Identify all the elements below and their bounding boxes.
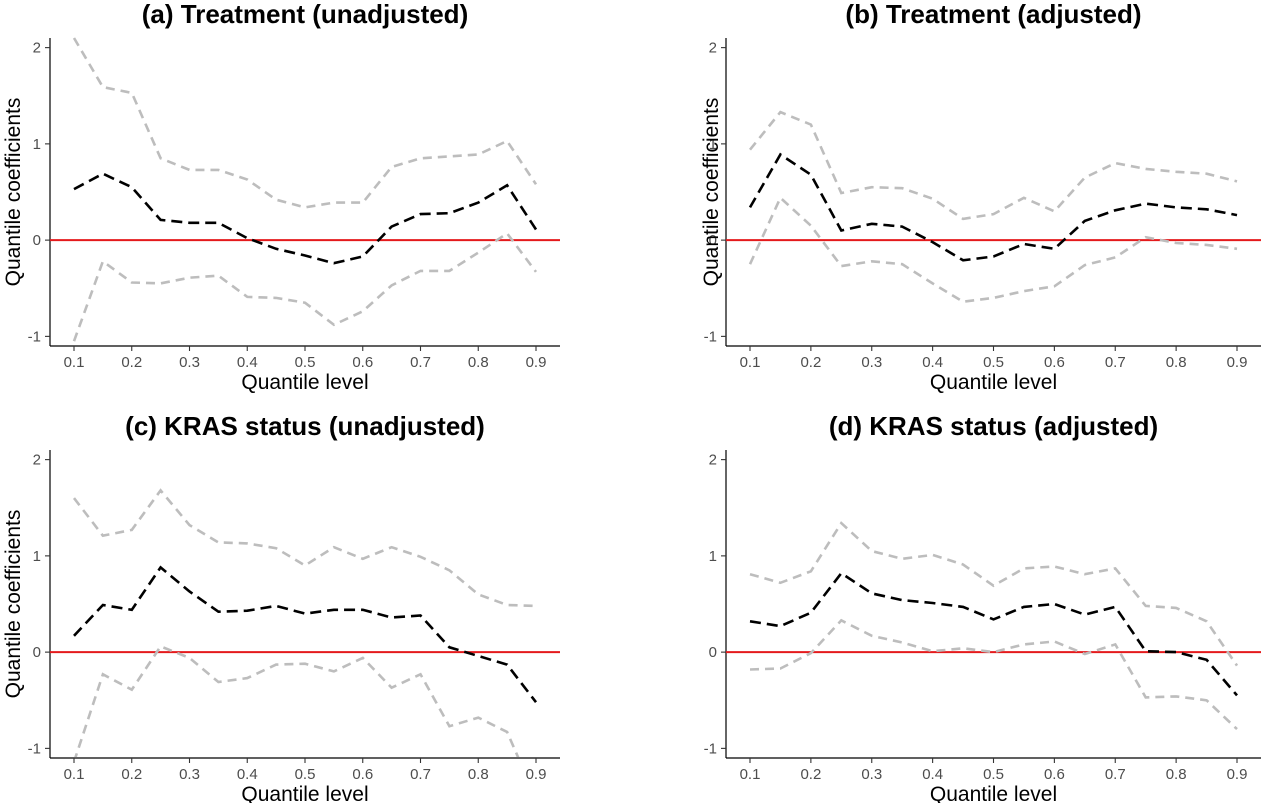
- x-tick-label: 0.2: [800, 354, 821, 371]
- y-tick-label: 2: [709, 452, 717, 469]
- x-tick-label: 0.6: [1044, 354, 1065, 371]
- x-tick-label: 0.5: [983, 766, 1004, 783]
- x-tick-label: 0.9: [1227, 354, 1248, 371]
- estimate-series-line: [73, 172, 538, 265]
- x-tick-label: 0.7: [1105, 354, 1126, 371]
- x-tick-label: 0.8: [468, 766, 489, 783]
- x-tick-label: 0.8: [1166, 766, 1187, 783]
- x-tick-label: 0.7: [1105, 766, 1126, 783]
- x-tick-label: 0.8: [1166, 354, 1187, 371]
- y-tick-label: 1: [709, 136, 717, 153]
- x-tick-label: 0.8: [468, 354, 489, 371]
- y-tick-label: 0: [33, 644, 41, 661]
- upper-band-line: [72, 488, 537, 608]
- x-tick-label: 0.1: [740, 354, 761, 371]
- y-tick-label: 2: [709, 40, 717, 57]
- x-tick-label: 0.3: [179, 766, 200, 783]
- y-tick-label: 1: [33, 136, 41, 153]
- x-tick-label: 0.6: [1044, 766, 1065, 783]
- x-tick-label: 0.1: [740, 766, 761, 783]
- chart-panel-c: (c) KRAS status (unadjusted) -1 0 1 2 0.1 0.2 0…: [2, 411, 560, 803]
- x-axis-title: Quantile level: [930, 371, 1057, 394]
- x-tick-label: 0.2: [121, 766, 142, 783]
- x-axis-title: Quantile level: [241, 371, 368, 394]
- y-tick-label: -1: [28, 740, 41, 757]
- x-tick-label: 0.5: [983, 354, 1004, 371]
- x-tick-label: 0.6: [352, 354, 373, 371]
- chart-panel-a: (a) Treatment (unadjusted) -1 0 1 2 0.1 0.2 0.3…: [2, 0, 560, 394]
- x-tick-label: 0.5: [295, 354, 316, 371]
- x-tick-label: 0.4: [237, 354, 258, 371]
- x-axis-title: Quantile level: [241, 783, 368, 803]
- x-axis-title: Quantile level: [930, 783, 1057, 803]
- upper-band-line: [748, 110, 1238, 221]
- chart-title: (c) KRAS status (unadjusted): [125, 411, 485, 441]
- y-tick-label: 1: [33, 548, 41, 565]
- estimate-series-line: [73, 565, 538, 703]
- estimate-series-line: [749, 571, 1238, 697]
- y-tick-label: -1: [704, 328, 717, 345]
- chart-title: (a) Treatment (unadjusted): [142, 0, 468, 29]
- x-tick-label: 0.4: [237, 766, 258, 783]
- x-tick-label: 0.9: [526, 766, 547, 783]
- x-tick-label: 0.2: [800, 766, 821, 783]
- chart-panel-d: (d) KRAS status (adjusted) -1 0 1 2 0.1 0.2 0.3…: [704, 411, 1261, 803]
- x-tick-label: 0.9: [526, 354, 547, 371]
- x-tick-label: 0.4: [922, 766, 943, 783]
- lower-band-line: [72, 231, 538, 342]
- x-tick-label: 0.3: [179, 354, 200, 371]
- x-tick-label: 0.1: [64, 766, 85, 783]
- chart-title: (d) KRAS status (adjusted): [829, 411, 1158, 441]
- chart-title: (b) Treatment (adjusted): [845, 0, 1141, 29]
- y-tick-label: 0: [709, 644, 717, 661]
- lower-band-line: [749, 618, 1238, 731]
- x-tick-label: 0.1: [64, 354, 85, 371]
- y-tick-label: -1: [704, 740, 717, 757]
- x-tick-label: 0.4: [922, 354, 943, 371]
- x-tick-label: 0.6: [352, 766, 373, 783]
- x-tick-label: 0.9: [1227, 766, 1248, 783]
- x-tick-label: 0.3: [861, 766, 882, 783]
- y-tick-label: 1: [709, 548, 717, 565]
- y-tick-label: 0: [709, 232, 717, 249]
- x-tick-label: 0.5: [295, 766, 316, 783]
- y-tick-label: 2: [33, 40, 41, 57]
- y-axis-title: Quantile coefficients: [2, 98, 25, 287]
- x-tick-label: 0.7: [410, 354, 431, 371]
- x-tick-label: 0.2: [121, 354, 142, 371]
- y-tick-label: -1: [28, 328, 41, 345]
- y-tick-label: 2: [33, 452, 41, 469]
- y-axis-title: Quantile coefficients: [2, 510, 25, 699]
- lower-band-line: [74, 644, 520, 757]
- y-axis-title: Quantile coefficients: [700, 98, 723, 287]
- x-tick-label: 0.7: [410, 766, 431, 783]
- y-tick-label: 0: [33, 232, 41, 249]
- upper-band-line: [72, 37, 538, 209]
- upper-band-line: [749, 521, 1239, 667]
- x-tick-label: 0.3: [861, 354, 882, 371]
- chart-panel-b: (b) Treatment (adjusted) -1 0 1 2 0.1 0.2 0.3 0.…: [700, 0, 1261, 394]
- estimate-series-line: [748, 152, 1238, 262]
